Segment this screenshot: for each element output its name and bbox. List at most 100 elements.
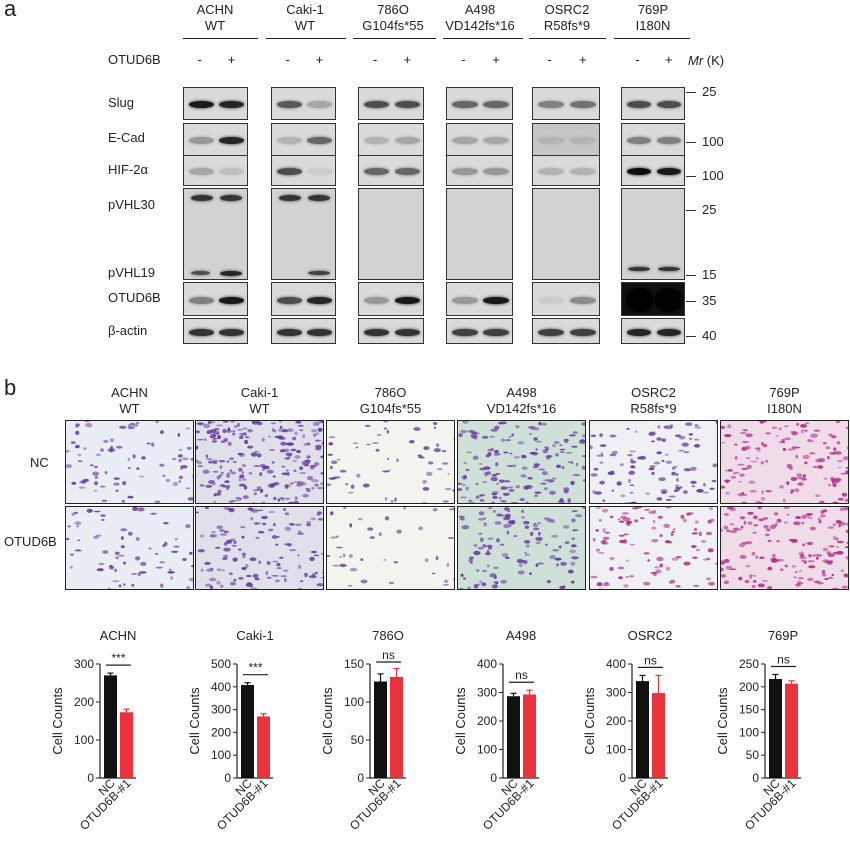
cell	[801, 560, 805, 562]
transwell-image	[65, 420, 194, 504]
cell	[760, 497, 766, 501]
panel-b-header-genotype: WT	[119, 401, 140, 416]
row-label-hif2: HIF-2α	[108, 162, 149, 177]
cell	[320, 553, 323, 555]
cell	[775, 435, 779, 437]
cell	[726, 529, 731, 533]
cell	[197, 502, 200, 503]
cell	[665, 498, 672, 501]
cell	[729, 523, 735, 526]
cell	[712, 463, 717, 468]
cell	[841, 585, 848, 589]
cell	[199, 534, 205, 538]
cell	[475, 495, 479, 500]
cell	[506, 486, 514, 489]
cell	[384, 516, 390, 521]
cell	[479, 580, 482, 584]
cell	[339, 469, 347, 473]
cell	[251, 509, 258, 513]
cell	[791, 565, 796, 568]
cell	[487, 537, 494, 540]
protein-band	[189, 296, 214, 304]
cell	[485, 552, 491, 556]
cell	[209, 567, 214, 570]
chart-title: A498	[506, 628, 536, 643]
cell	[390, 500, 394, 503]
cell	[564, 440, 569, 444]
protein-band	[628, 267, 651, 271]
cell	[692, 584, 700, 587]
cell	[441, 450, 447, 453]
cell	[378, 532, 382, 536]
cell	[675, 473, 679, 476]
cell	[272, 482, 279, 486]
cell	[264, 494, 269, 497]
cell	[242, 427, 248, 430]
column-header-cell-line: 786O	[377, 2, 409, 17]
cell	[74, 521, 82, 525]
cell	[114, 568, 117, 572]
cell	[217, 435, 221, 440]
cell	[219, 529, 225, 532]
cell	[757, 583, 765, 588]
cell	[846, 541, 848, 545]
cell	[343, 507, 347, 510]
cell	[801, 429, 804, 434]
cell	[807, 515, 810, 519]
cell	[521, 454, 527, 459]
cell	[671, 471, 676, 476]
cell	[658, 477, 666, 481]
cell	[485, 454, 490, 458]
cell	[353, 588, 357, 589]
cell	[433, 448, 441, 453]
cell	[256, 421, 260, 424]
cell	[270, 422, 277, 425]
column-header-cell-line: 769P	[637, 2, 669, 17]
cell	[276, 567, 282, 570]
cell	[75, 444, 80, 449]
cell	[790, 477, 798, 481]
cell	[734, 443, 738, 446]
cell	[305, 456, 310, 459]
cell	[241, 552, 246, 556]
cell	[559, 444, 563, 446]
chart-title: Caki-1	[236, 628, 274, 643]
cell	[196, 459, 199, 463]
cell	[494, 521, 502, 525]
cell	[216, 424, 224, 427]
cell	[581, 465, 585, 470]
cell	[488, 507, 493, 510]
cell	[711, 479, 717, 483]
bar-otud6b	[120, 712, 133, 778]
cell	[838, 524, 841, 528]
cell	[559, 451, 565, 453]
cell	[442, 500, 449, 503]
cell	[651, 538, 659, 543]
cell	[245, 582, 253, 587]
cell	[452, 489, 454, 493]
protein-band	[190, 195, 213, 201]
cell	[472, 455, 479, 460]
cell	[483, 472, 488, 477]
panel-b-header-4: OSRC2 R58fs*9	[590, 385, 718, 417]
cell	[572, 431, 578, 434]
protein-band	[627, 328, 652, 336]
cell	[295, 421, 302, 424]
cell	[832, 501, 839, 503]
cell	[284, 484, 289, 489]
transwell-image	[589, 506, 718, 590]
cell	[299, 472, 307, 474]
cell	[706, 557, 711, 561]
cell	[828, 483, 831, 487]
blot-panel	[621, 87, 685, 120]
cell	[839, 507, 845, 512]
cell	[481, 582, 487, 587]
cell	[533, 437, 538, 441]
cell	[241, 478, 247, 481]
cell	[581, 455, 585, 458]
cell	[630, 460, 637, 464]
cell	[358, 517, 363, 521]
cell	[627, 453, 633, 457]
cell	[271, 575, 279, 577]
cell	[217, 489, 222, 494]
